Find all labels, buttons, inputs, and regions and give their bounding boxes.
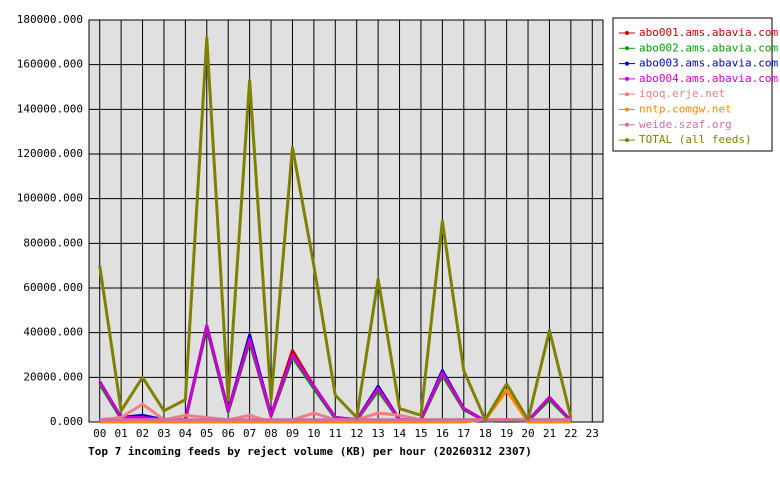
legend-marker: [625, 92, 629, 97]
y-tick-label: 160000.000: [17, 58, 83, 71]
x-tick-label: 04: [179, 427, 193, 440]
x-tick-label: 22: [564, 427, 577, 440]
x-tick-label: 19: [500, 427, 513, 440]
y-tick-label: 100000.000: [17, 192, 83, 205]
y-tick-label: 140000.000: [17, 102, 83, 115]
legend-label: abo002.ams.abavia.com: [639, 41, 778, 54]
legend-marker: [625, 122, 629, 127]
x-tick-label: 11: [329, 427, 342, 440]
x-tick-label: 15: [414, 427, 427, 440]
legend-label: abo001.ams.abavia.com: [639, 26, 778, 39]
x-tick-label: 12: [350, 427, 363, 440]
legend-marker: [625, 61, 629, 66]
legend-label: abo003.ams.abavia.com: [639, 57, 778, 70]
y-tick-label: 180000.000: [17, 13, 83, 26]
legend-label: TOTAL (all feeds): [639, 133, 752, 146]
legend-marker: [625, 76, 629, 81]
x-tick-label: 09: [286, 427, 299, 440]
legend-marker: [625, 31, 629, 35]
x-tick-label: 03: [157, 427, 170, 440]
series-line: [98, 36, 573, 422]
x-tick-label: 05: [200, 427, 213, 440]
y-tick-label: 20000.000: [23, 370, 83, 383]
x-tick-label: 20: [521, 427, 534, 440]
x-tick-label: 10: [307, 427, 320, 440]
x-tick-label: 21: [543, 427, 556, 440]
x-tick-label: 07: [243, 427, 256, 440]
x-tick-label: 01: [115, 427, 128, 440]
legend-marker: [625, 46, 629, 51]
legend-marker: [625, 107, 629, 112]
legend-label: nntp.comgw.net: [639, 103, 732, 116]
x-tick-label: 17: [457, 427, 470, 440]
legend-box: [612, 17, 773, 152]
x-tick-label: 23: [586, 427, 599, 440]
x-tick-label: 08: [264, 427, 277, 440]
legend-label: iqoq.erje.net: [639, 87, 725, 100]
x-tick-label: 14: [393, 427, 407, 440]
x-tick-label: 18: [479, 427, 492, 440]
legend-label: weide.szaf.org: [639, 118, 732, 131]
x-tick-label: 13: [372, 427, 385, 440]
y-tick-label: 40000.000: [23, 326, 83, 339]
y-tick-label: 60000.000: [23, 281, 83, 294]
x-tick-label: 02: [136, 427, 149, 440]
x-tick-label: 16: [436, 427, 449, 440]
legend-label: abo004.ams.abavia.com: [639, 72, 778, 85]
legend-marker: [625, 138, 629, 143]
x-tick-label: 00: [93, 427, 106, 440]
y-tick-label: 80000.000: [23, 236, 83, 249]
x-tick-label: 06: [222, 427, 235, 440]
plot-area: [88, 19, 604, 423]
y-tick-label: 120000.000: [17, 147, 83, 160]
y-tick-label: 0.000: [50, 415, 83, 428]
chart-title: Top 7 incoming feeds by reject volume (K…: [88, 445, 532, 458]
